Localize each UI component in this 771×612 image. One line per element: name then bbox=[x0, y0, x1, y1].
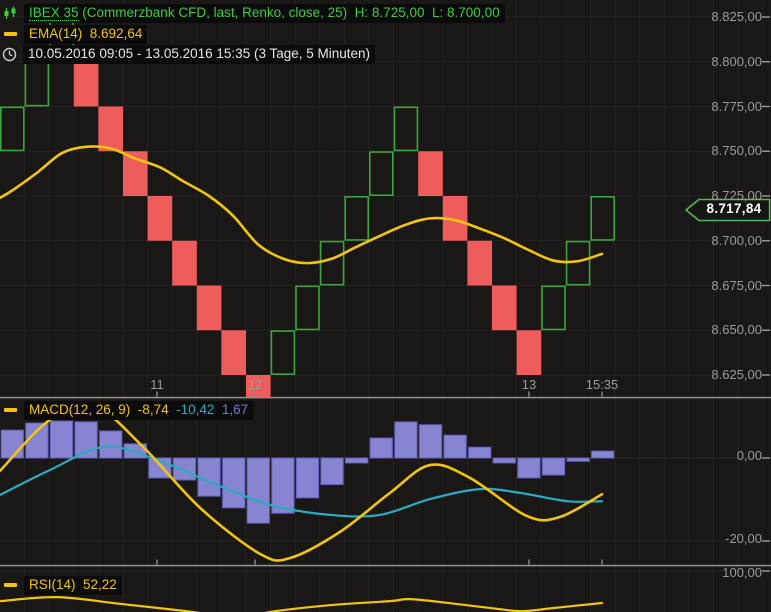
current-price-badge-shape bbox=[685, 198, 771, 222]
macd-histogram bbox=[0, 420, 615, 524]
renko-bricks bbox=[0, 16, 616, 397]
axis-ticks bbox=[156, 16, 770, 572]
panel-divider bbox=[0, 564, 771, 567]
rsi-line bbox=[0, 596, 604, 612]
panel-divider bbox=[0, 396, 771, 399]
macd-signal-line bbox=[0, 445, 604, 518]
ema-line bbox=[0, 145, 604, 265]
